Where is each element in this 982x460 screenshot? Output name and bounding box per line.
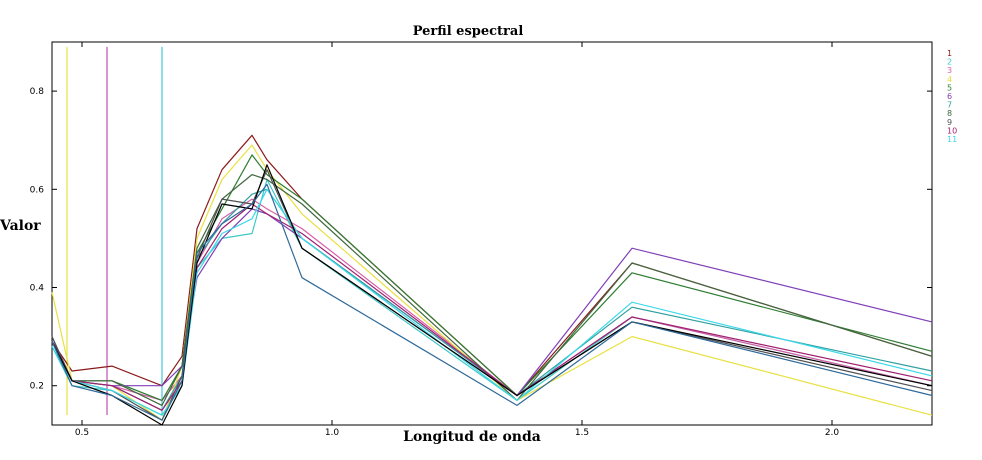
x-tick-label: 1.0 — [325, 428, 340, 438]
x-axis: 0.5 1.0 1.5 2.0 — [75, 42, 840, 438]
series-lines — [51, 134, 933, 426]
y-axis-label: Valor — [0, 218, 41, 234]
legend-entry: 7 — [947, 101, 952, 110]
x-tick-label: 2.0 — [825, 428, 840, 438]
plot-area-frame — [51, 41, 933, 426]
legend-entry: 1 — [947, 49, 952, 58]
series-line — [51, 178, 933, 416]
y-tick-label: 0.8 — [30, 87, 45, 97]
x-axis-label: Longitud de onda — [403, 429, 541, 445]
chart-title: Perfil espectral — [413, 24, 524, 39]
x-tick-label: 0.5 — [75, 428, 89, 438]
legend-entry: 9 — [947, 118, 952, 127]
vertical-markers — [66, 46, 163, 415]
y-tick-label: 0.2 — [30, 382, 44, 392]
legend-entry: 10 — [947, 126, 957, 135]
x-tick-label: 1.5 — [575, 428, 589, 438]
y-tick-label: 0.4 — [30, 284, 45, 294]
legend-entry: 2 — [947, 58, 952, 67]
legend-entry: 11 — [947, 135, 957, 144]
series-line — [51, 188, 933, 416]
y-axis: 0.2 0.4 0.6 0.8 — [30, 87, 932, 392]
legend-entry: 4 — [947, 75, 952, 84]
y-tick-label: 0.6 — [30, 185, 45, 195]
legend-entry: 6 — [947, 92, 952, 101]
legend-entry: 8 — [947, 109, 952, 118]
series-line — [51, 164, 933, 426]
legend-entry: 5 — [947, 83, 952, 92]
series-line — [51, 183, 933, 421]
legend-entry: 3 — [947, 66, 952, 75]
